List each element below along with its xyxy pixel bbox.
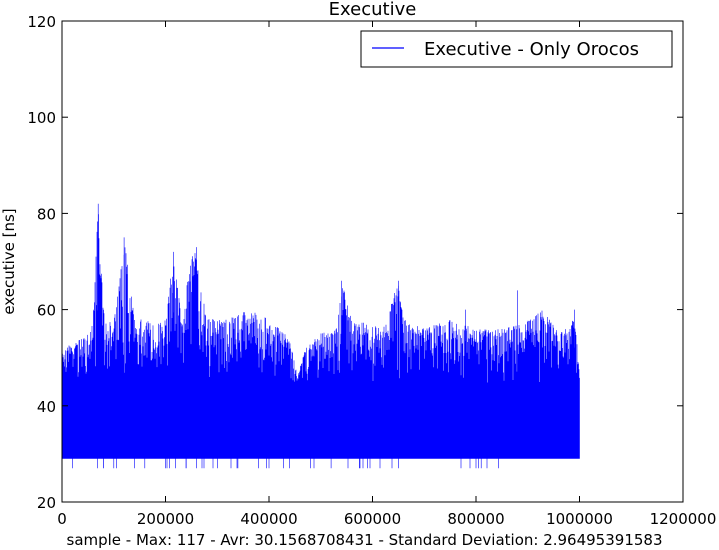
x-tick-label: 1000000 (546, 510, 613, 528)
x-axis-label: sample - Max: 117 - Avr: 30.1568708431 -… (67, 531, 663, 549)
y-tick-label: 100 (27, 109, 56, 127)
axis-ticks: 0 200000 400000 600000 800000 1000000 1200000 2… (27, 13, 716, 528)
y-tick-label: 120 (27, 13, 56, 31)
legend: Executive - Only Orocos (360, 30, 673, 68)
x-tick-label: 1200000 (650, 510, 717, 528)
x-tick-label: 400000 (240, 510, 297, 528)
legend-box (360, 30, 673, 68)
legend-label-executive-only-orocos: Executive - Only Orocos (424, 39, 639, 60)
x-tick-label: 0 (57, 510, 67, 528)
plot-area-content (61, 203, 580, 469)
x-tick-label: 600000 (344, 510, 401, 528)
x-tick-label: 800000 (447, 510, 504, 528)
x-tick-label: 200000 (137, 510, 194, 528)
chart-title: Executive (329, 0, 417, 20)
y-tick-label: 80 (37, 205, 56, 223)
y-axis-label: executive [ns] (0, 208, 18, 314)
y-tick-label: 40 (37, 398, 56, 416)
series-line-executive-only-orocos (61, 203, 580, 469)
y-tick-label: 60 (37, 302, 56, 320)
y-tick-label: 20 (37, 494, 56, 512)
